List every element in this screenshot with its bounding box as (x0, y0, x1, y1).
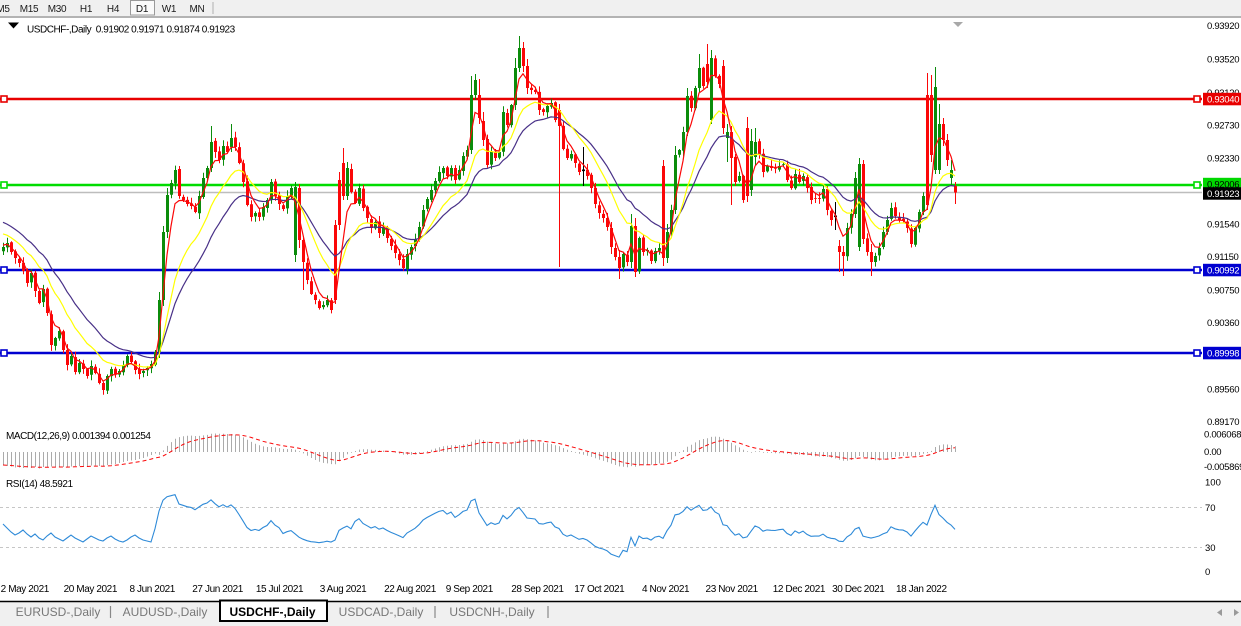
svg-text:M5: M5 (0, 4, 10, 15)
svg-text:17 Oct 2021: 17 Oct 2021 (574, 584, 625, 595)
svg-text:0.89170: 0.89170 (1207, 417, 1239, 428)
svg-text:MN: MN (190, 4, 205, 15)
svg-text:M15: M15 (20, 4, 39, 15)
svg-text:0.90360: 0.90360 (1207, 318, 1239, 329)
svg-text:W1: W1 (162, 4, 177, 15)
svg-text:22 Aug 2021: 22 Aug 2021 (384, 584, 437, 595)
svg-text:2 May 2021: 2 May 2021 (1, 584, 50, 595)
svg-text:15 Jul 2021: 15 Jul 2021 (256, 584, 304, 595)
svg-text:USDCNH-,Daily: USDCNH-,Daily (449, 605, 534, 619)
svg-text:9 Sep 2021: 9 Sep 2021 (446, 584, 494, 595)
svg-text:0.89998: 0.89998 (1207, 349, 1239, 360)
svg-text:0.93040: 0.93040 (1207, 95, 1239, 106)
svg-text:0.92330: 0.92330 (1207, 154, 1239, 165)
svg-text:3 Aug 2021: 3 Aug 2021 (320, 584, 367, 595)
svg-text:D1: D1 (136, 4, 149, 15)
svg-text:30: 30 (1205, 543, 1216, 554)
svg-text:USDCAD-,Daily: USDCAD-,Daily (339, 605, 424, 619)
svg-text:0.93920: 0.93920 (1207, 21, 1239, 32)
svg-text:MACD(12,26,9) 0.001394 0.00125: MACD(12,26,9) 0.001394 0.001254 (6, 431, 151, 442)
svg-text:8 Jun 2021: 8 Jun 2021 (129, 584, 175, 595)
svg-text:18 Jan 2022: 18 Jan 2022 (896, 584, 947, 595)
svg-text:4 Nov 2021: 4 Nov 2021 (642, 584, 690, 595)
svg-text:RSI(14) 48.5921: RSI(14) 48.5921 (6, 479, 74, 490)
svg-text:0.006068: 0.006068 (1204, 430, 1241, 441)
svg-text:0.90750: 0.90750 (1207, 285, 1239, 296)
svg-text:70: 70 (1205, 503, 1216, 514)
svg-text:28 Sep 2021: 28 Sep 2021 (511, 584, 564, 595)
svg-text:USDCHF-,Daily: USDCHF-,Daily (229, 605, 315, 619)
svg-text:0.92730: 0.92730 (1207, 120, 1239, 131)
svg-text:0.90992: 0.90992 (1207, 266, 1239, 277)
svg-text:23 Nov 2021: 23 Nov 2021 (706, 584, 759, 595)
svg-text:H4: H4 (107, 4, 120, 15)
svg-text:0.91150: 0.91150 (1207, 252, 1239, 263)
svg-text:H1: H1 (80, 4, 93, 15)
svg-text:0.92006: 0.92006 (1207, 180, 1239, 191)
svg-text:0.91540: 0.91540 (1207, 220, 1239, 231)
svg-text:0.89560: 0.89560 (1207, 385, 1239, 396)
svg-text:0: 0 (1205, 567, 1210, 578)
svg-text:12 Dec 2021: 12 Dec 2021 (773, 584, 826, 595)
svg-text:M30: M30 (48, 4, 67, 15)
svg-text:20 May 2021: 20 May 2021 (64, 584, 118, 595)
svg-text:AUDUSD-,Daily: AUDUSD-,Daily (123, 605, 208, 619)
svg-text:30 Dec 2021: 30 Dec 2021 (832, 584, 885, 595)
svg-text:0.93520: 0.93520 (1207, 55, 1239, 66)
svg-text:0.91923: 0.91923 (1207, 189, 1239, 200)
svg-text:-0.005869: -0.005869 (1204, 462, 1241, 473)
svg-text:27 Jun 2021: 27 Jun 2021 (192, 584, 243, 595)
svg-text:EURUSD-,Daily: EURUSD-,Daily (16, 605, 101, 619)
svg-text:USDCHF-,Daily 0.91902 0.91971: USDCHF-,Daily 0.91902 0.91971 0.91874 0.… (27, 25, 236, 36)
svg-text:100: 100 (1205, 478, 1221, 489)
svg-text:0.00: 0.00 (1204, 447, 1221, 458)
